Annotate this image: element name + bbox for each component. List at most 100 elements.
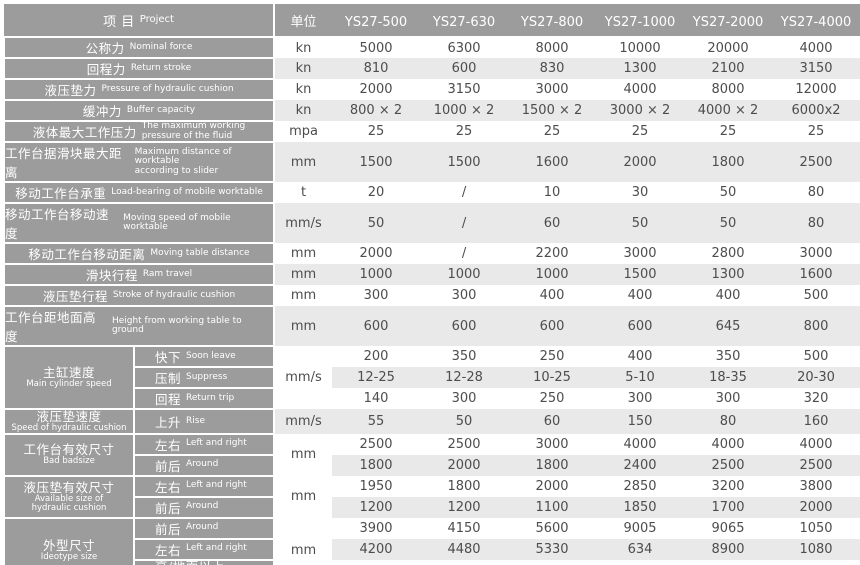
value-cell: 2000 [332, 243, 421, 264]
value-cell: 12-28 [420, 367, 509, 388]
value-cell: 1850 [596, 496, 685, 518]
value-cell: 60 [508, 409, 597, 434]
group-label: 液压垫有效尺寸 Available size of hydraulic cushi… [3, 474, 135, 519]
value-cell: 50 [684, 182, 773, 203]
value-cell: 1000 × 2 [420, 100, 509, 121]
value-cell: 80 [772, 182, 860, 203]
table-row: 液压垫有效尺寸 Available size of hydraulic cushi… [3, 474, 860, 519]
value-cell: / [420, 203, 509, 243]
value-cell: 80 [684, 409, 773, 434]
value-cell: 12000 [772, 79, 860, 100]
unit-cell: mm [274, 433, 333, 476]
group-label: 工作台有效尺寸 Bad badsize [3, 432, 135, 477]
value-cell: 25 [508, 121, 597, 142]
value-cell: 600 [332, 306, 421, 346]
table-row: 移动工作台承重 Load-bearing of mobile worktable … [2, 181, 860, 204]
value-cell: 600 [420, 58, 509, 79]
unit-cell: mm [274, 243, 333, 264]
unit-cell: t [274, 182, 333, 203]
value-cell: 300 [684, 388, 773, 409]
table-row: 外型尺寸 Ideotype size 前后 Around mm 3900 4150 56… [3, 516, 860, 565]
value-cell: 150 [596, 409, 685, 434]
value-cell: 3000 [596, 243, 685, 264]
table-row: 移动工作台移动距离 Moving table distance mm 2000/2… [2, 242, 860, 265]
table-row: 回程力 Return stroke kn 810 600 830 1300 2100 315… [2, 57, 860, 80]
value-cell: 1800 [508, 454, 597, 476]
value-cell: 3900 [332, 517, 421, 539]
spec-table: 项 目 Project 单位 YS27-500 YS27-630 YS27-800… [2, 4, 860, 565]
sub-label: 快下 Soon leave [132, 345, 276, 368]
table-row: 液体最大工作压力 The maximum working pressure of … [2, 120, 860, 143]
value-cell: 25 [772, 121, 860, 142]
value-cell: 8000 [684, 79, 773, 100]
row-label: 回程力 Return stroke [2, 57, 276, 80]
value-cell: 50 [332, 203, 421, 243]
value-cell: 2500 [332, 433, 421, 455]
value-cell: 4150 [420, 517, 509, 539]
value-cell: 4000 [684, 433, 773, 455]
unit-cell: mm [274, 264, 333, 285]
table-row: 移动工作台移动速度 Moving speed of mobile worktabl… [2, 202, 860, 244]
value-cell: 300 [596, 388, 685, 409]
unit-cell: mm [274, 142, 333, 182]
value-cell: 3150 [772, 58, 860, 79]
unit-cell: kn [274, 100, 333, 121]
sub-label: 前后 Around [132, 453, 276, 477]
row-label: 公称力 Nominal force [2, 36, 276, 59]
project-header-en: Project [139, 13, 174, 25]
value-cell: 500 [772, 285, 860, 306]
value-cell: 1080 [772, 538, 860, 560]
value-cell: 4000 [772, 37, 860, 58]
value-cell: 400 [596, 346, 685, 367]
value-cell: 10000 [596, 37, 685, 58]
value-cell: 600 [420, 306, 509, 346]
value-cell: 25 [420, 121, 509, 142]
value-cell: 140 [332, 388, 421, 409]
value-cell: 8900 [684, 538, 773, 560]
group-label: 液压垫速度 Speed of hydraulic cushion [3, 408, 135, 435]
value-cell: 20 [332, 182, 421, 203]
value-cell: 4000 [596, 79, 685, 100]
value-cell: 1050 [772, 517, 860, 539]
project-header: 项 目 Project [4, 4, 276, 38]
value-cell: 320 [772, 388, 860, 409]
value-cell: 55 [332, 409, 421, 434]
header-row: 项 目 Project 单位 YS27-500 YS27-630 YS27-800… [4, 4, 860, 38]
value-cell: 2850 [596, 475, 685, 497]
model-header: YS27-4000 [772, 4, 860, 38]
value-cell: 50 [420, 409, 509, 434]
model-header: YS27-800 [508, 4, 597, 38]
value-cell: 4200 [332, 538, 421, 560]
value-cell: 1500 × 2 [508, 100, 597, 121]
value-cell: 3200 [684, 475, 773, 497]
value-cell: 400 [508, 285, 597, 306]
table-row: 液压垫行程 Stroke of hydraulic cushion mm 300 3… [2, 284, 860, 307]
value-cell: 1600 [772, 264, 860, 285]
value-cell: 2500 [772, 454, 860, 476]
value-cell: 645 [684, 306, 773, 346]
unit-cell: mpa [274, 121, 333, 142]
unit-cell: mm/s [274, 409, 333, 434]
row-label: 液压垫行程 Stroke of hydraulic cushion [2, 284, 276, 307]
table-row: 前后 Around 1200 1200 1100 1850 1700 2000 [4, 495, 860, 519]
table-row: 回程 Return trip 140 300 250 300 300 320 [4, 387, 860, 410]
value-cell: 1700 [684, 496, 773, 518]
value-cell: 3000 [772, 243, 860, 264]
value-cell: 3000 × 2 [596, 100, 685, 121]
value-cell: 1005/7750 [596, 559, 685, 565]
value-cell: 9005 [596, 517, 685, 539]
sub-label: 左右 Left and right [132, 432, 276, 456]
row-label: 移动工作台承重 Load-bearing of mobile worktable [2, 181, 276, 204]
group-label: 主缸速度 Main cylinder speed [3, 345, 135, 410]
row-label: 液压垫力 Pressure of hydraulic cushion [2, 78, 276, 101]
value-cell: 4000 × 2 [684, 100, 773, 121]
value-cell: 350 [684, 346, 773, 367]
value-cell: 200 [332, 346, 421, 367]
value-cell: 2000 [420, 454, 509, 476]
model-header: YS27-2000 [684, 4, 773, 38]
row-label: 工作台据滑块最大距离 Maximum distance of worktable … [2, 141, 276, 183]
value-cell: 160 [772, 409, 860, 434]
value-cell: 2000 [332, 79, 421, 100]
value-cell: 800 [772, 306, 860, 346]
value-cell: 25 [596, 121, 685, 142]
